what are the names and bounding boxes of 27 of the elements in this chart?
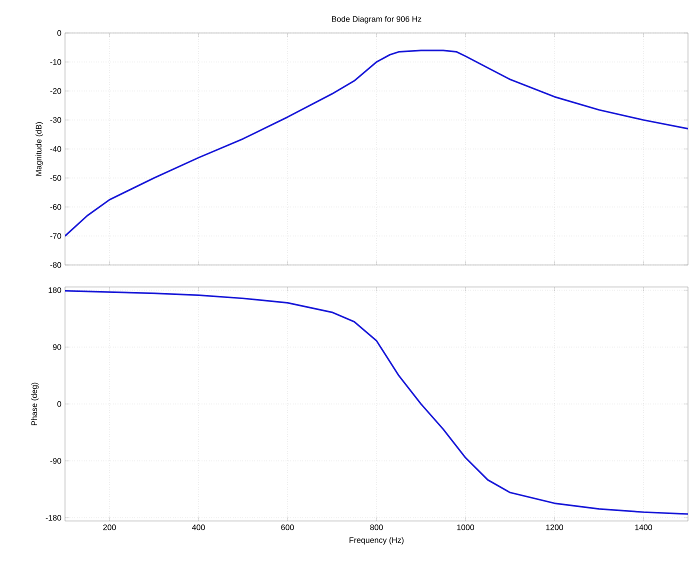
y-axis-title: Magnitude (dB) [36,122,44,176]
x-tick-label: 600 [281,524,294,530]
y-tick-label: -40 [50,146,62,152]
x-tick-label: 1200 [546,524,564,530]
y-tick-label: -180 [46,514,62,521]
x-tick-label: 200 [103,524,116,530]
line-series [65,290,688,515]
chart-title: Bode Diagram for 906 Hz [332,16,422,24]
x-tick-label: 400 [192,524,205,530]
y-tick-label: 0 [57,401,62,407]
y-tick-label: -90 [50,458,62,464]
y-tick-label: 180 [48,287,62,293]
line-series [65,50,688,237]
y-tick-label: -60 [50,204,62,210]
y-tick-label: -50 [50,175,62,181]
y-tick-label: -70 [50,233,62,239]
y-axis-title: Phase (deg) [31,382,39,426]
y-tick-label: 90 [52,344,62,350]
y-tick-label: 0 [57,30,62,36]
y-tick-label: -20 [50,88,62,94]
x-tick-label: 1400 [635,524,652,530]
x-axis-title: Frequency (Hz) [350,537,404,545]
x-tick-label: 800 [370,524,383,530]
x-tick-label: 1000 [457,524,474,530]
y-tick-label: -80 [50,262,62,268]
y-tick-label: -10 [50,59,62,65]
y-tick-label: -30 [50,117,62,123]
